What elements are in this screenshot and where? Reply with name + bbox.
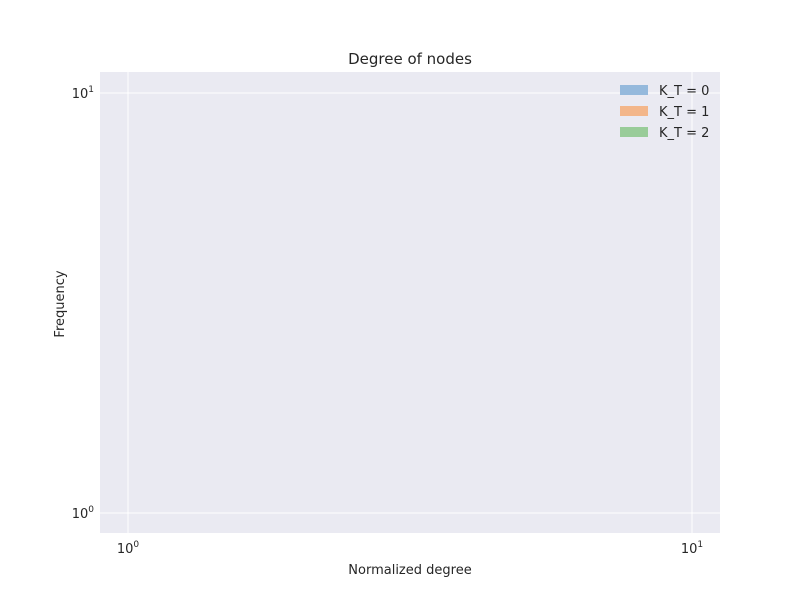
- x-tick-label: 101: [681, 540, 703, 557]
- grid: [100, 72, 720, 533]
- legend-swatch: [620, 106, 648, 116]
- legend-swatch: [620, 127, 648, 137]
- y-tick-label: 100: [72, 505, 95, 522]
- x-axis-label: Normalized degree: [348, 563, 471, 578]
- plot-area: [100, 72, 720, 533]
- ticks: 100 101 100 101: [72, 85, 703, 557]
- legend: K_T = 0 K_T = 1 K_T = 2: [620, 84, 709, 141]
- legend-label: K_T = 0: [659, 84, 709, 99]
- legend-label: K_T = 2: [659, 126, 709, 141]
- legend-swatch: [620, 85, 648, 95]
- x-tick-label: 100: [117, 540, 140, 557]
- y-axis-label: Frequency: [53, 270, 68, 337]
- y-tick-label: 101: [72, 85, 94, 102]
- chart-title: Degree of nodes: [348, 50, 472, 68]
- legend-label: K_T = 1: [659, 105, 709, 120]
